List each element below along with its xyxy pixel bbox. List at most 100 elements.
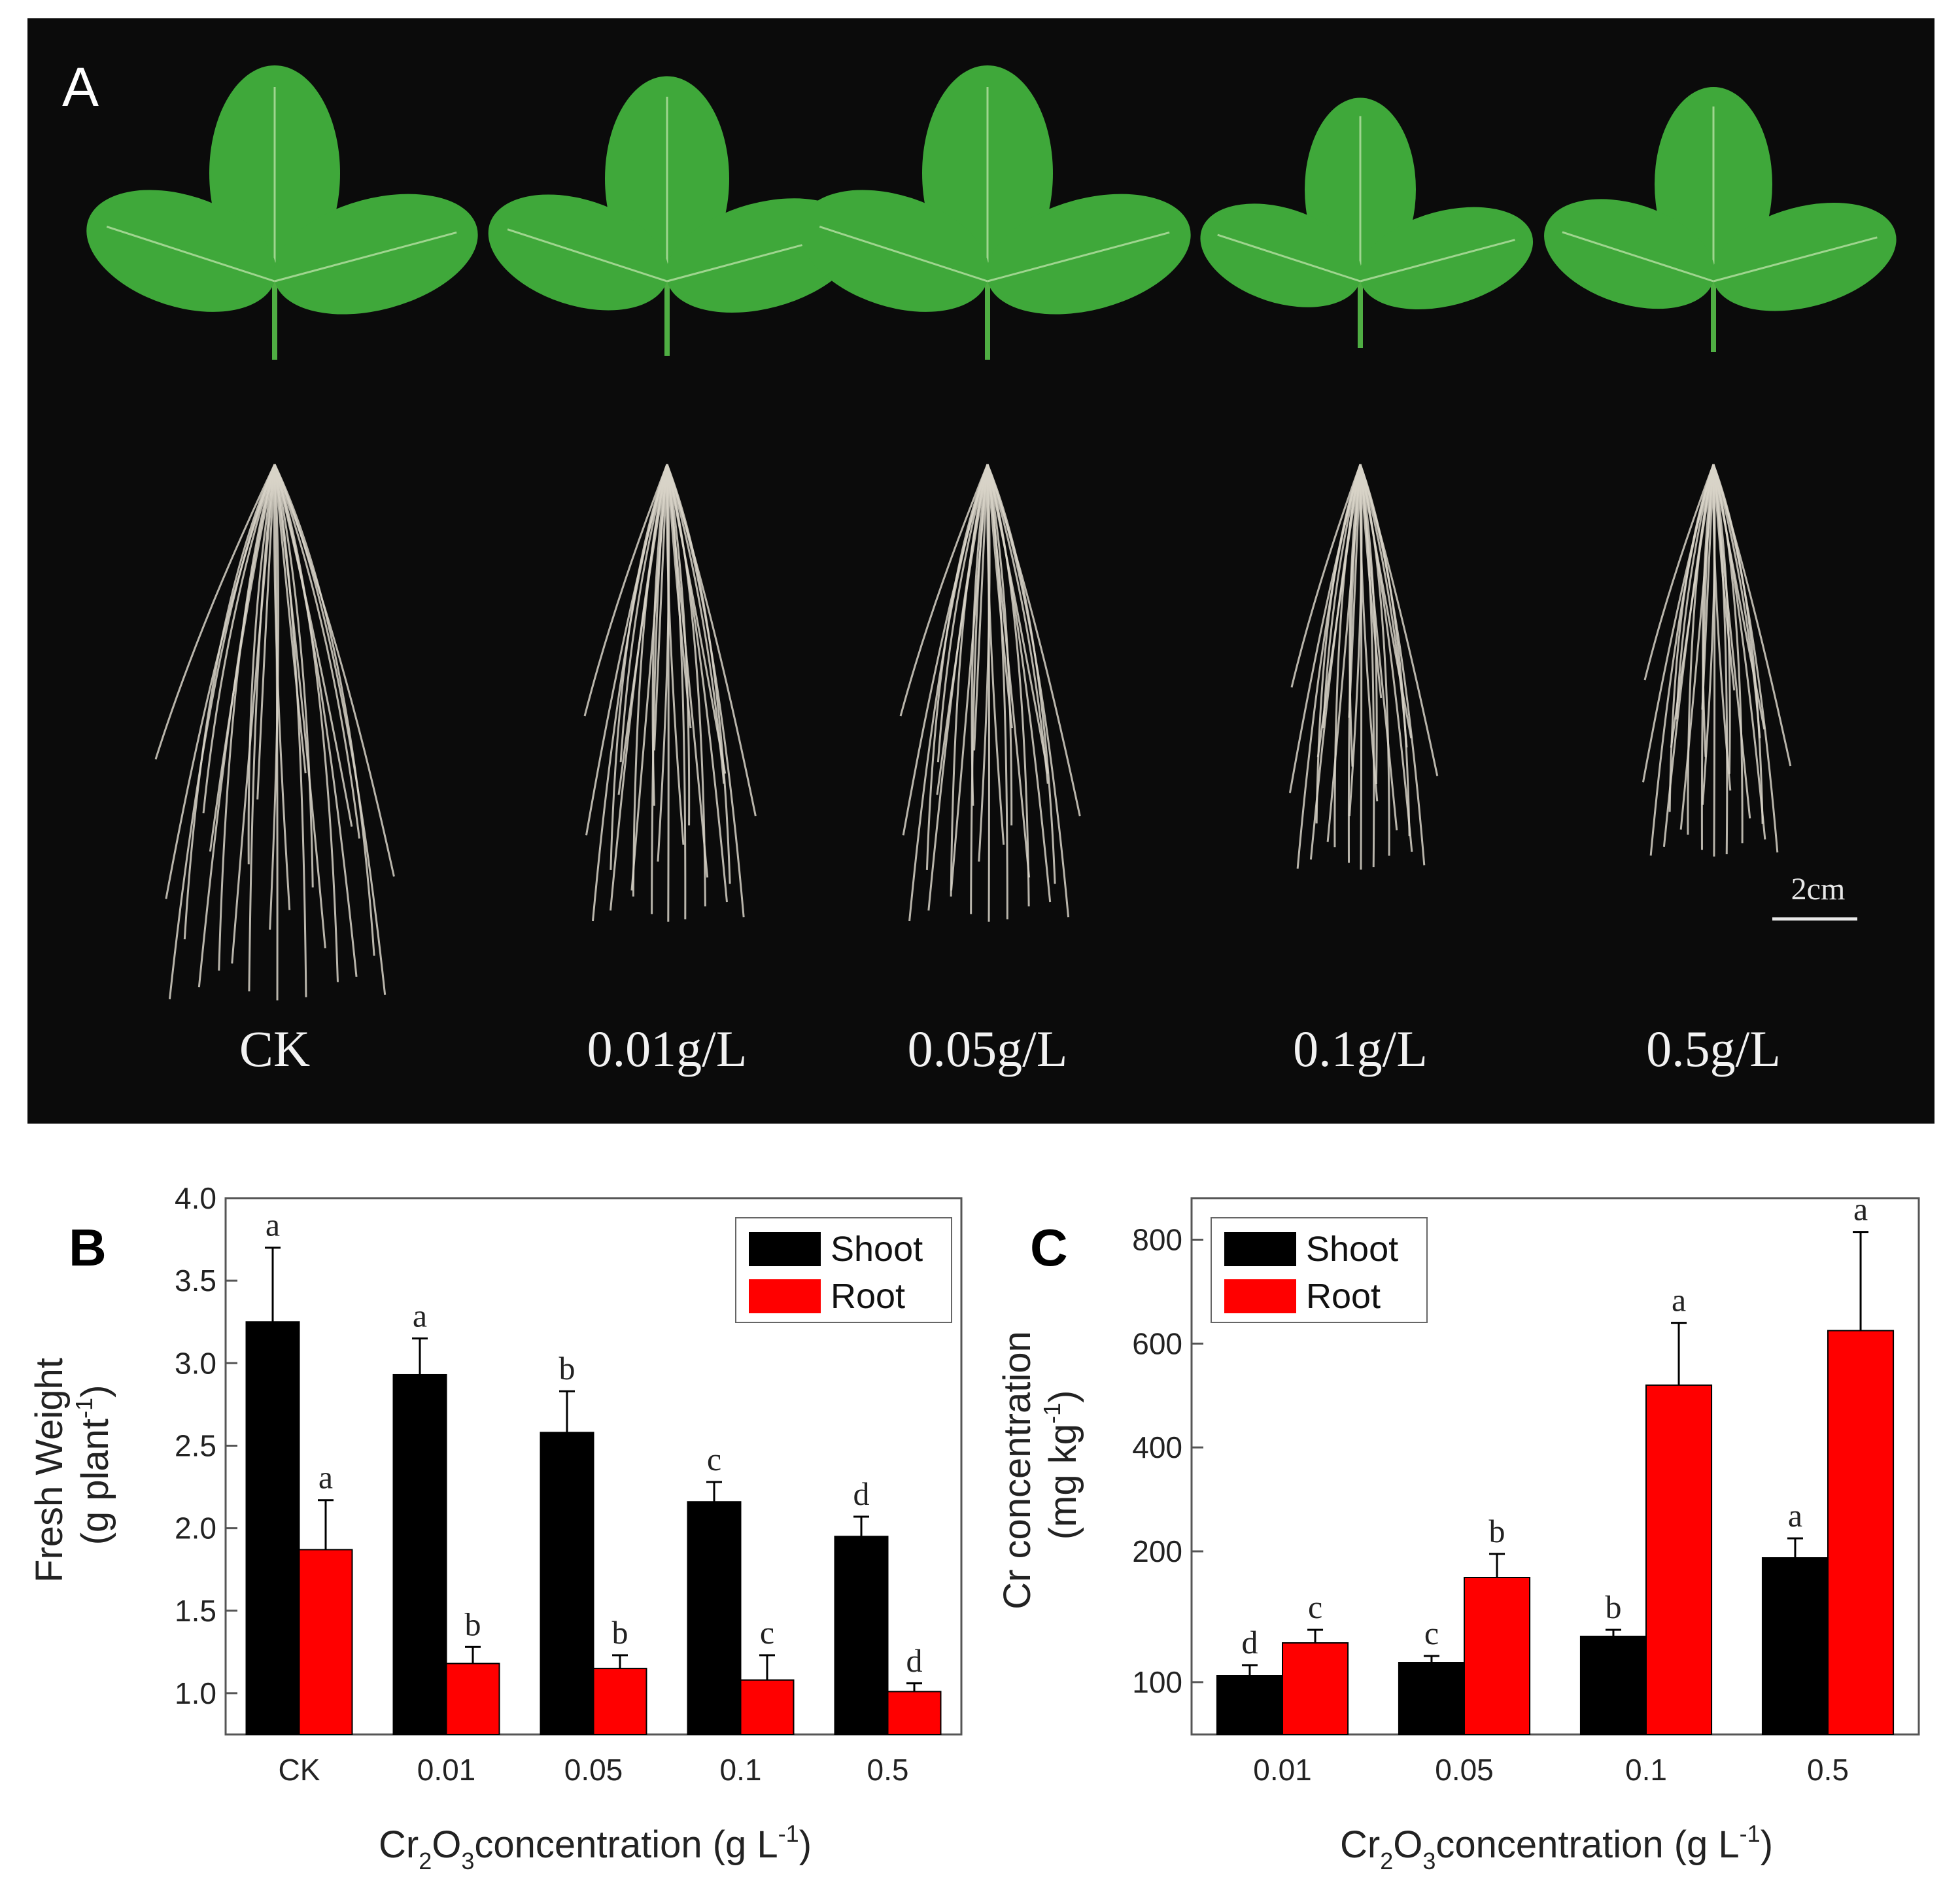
legend-c: Shoot Root bbox=[1211, 1217, 1428, 1323]
root-strand bbox=[986, 464, 1013, 826]
root-strand bbox=[937, 464, 989, 763]
y-tick-label: 800 bbox=[1132, 1223, 1182, 1257]
left-leaflet-midrib bbox=[819, 226, 988, 283]
bar-shoot bbox=[834, 1536, 889, 1735]
root-strand bbox=[666, 464, 687, 920]
y-axis-label-c: Cr concentration (mg kg-1) bbox=[996, 1320, 1084, 1610]
root-strand bbox=[902, 464, 989, 836]
x-label-c-sub2: 3 bbox=[1422, 1848, 1436, 1874]
significance-letter: c bbox=[760, 1614, 774, 1651]
significance-letter: b bbox=[1605, 1589, 1621, 1625]
root-strand bbox=[256, 464, 276, 800]
root-strand bbox=[1701, 464, 1715, 710]
root-strand bbox=[1322, 464, 1362, 729]
significance-letter: b bbox=[612, 1614, 628, 1651]
y-tick-label: 600 bbox=[1132, 1326, 1182, 1360]
bar-root bbox=[1645, 1384, 1713, 1735]
bar-shoot bbox=[1216, 1675, 1284, 1735]
significance-letter: b bbox=[559, 1350, 576, 1387]
right-leaflet-midrib bbox=[1713, 236, 1878, 283]
treatment-label-5: 0.5g/L bbox=[1646, 1020, 1781, 1077]
legend-swatch-root bbox=[749, 1279, 821, 1313]
x-tick-label: 0.05 bbox=[1435, 1753, 1494, 1787]
x-label-b-cr: Cr bbox=[379, 1823, 419, 1866]
bar-root bbox=[593, 1668, 647, 1735]
bar-root bbox=[1827, 1330, 1895, 1735]
significance-letter: b bbox=[465, 1606, 481, 1642]
bar-shoot bbox=[245, 1321, 300, 1735]
bar-shoot bbox=[392, 1373, 447, 1735]
root-strand bbox=[666, 464, 691, 826]
root-strand bbox=[1359, 464, 1411, 836]
root-strand bbox=[1348, 464, 1363, 817]
significance-letter: a bbox=[1672, 1282, 1686, 1319]
root-strand bbox=[986, 464, 1049, 784]
significance-letter: d bbox=[906, 1642, 923, 1679]
x-tick-label: 0.1 bbox=[1625, 1753, 1667, 1787]
root-system bbox=[583, 464, 757, 922]
y-axis-label-b-line2: (g plant-1) bbox=[71, 1385, 116, 1545]
x-tick-label: 0.05 bbox=[564, 1753, 623, 1787]
root-strand bbox=[936, 464, 989, 795]
y-label-c-main: (mg kg bbox=[1042, 1424, 1084, 1540]
root-strand bbox=[1642, 464, 1715, 783]
significance-letter: a bbox=[1853, 1191, 1868, 1228]
treatment-label-4: 0.1g/L bbox=[1293, 1020, 1428, 1077]
root-system bbox=[1642, 464, 1792, 857]
significance-letter: a bbox=[266, 1207, 280, 1243]
y-tick-label: 100 bbox=[1132, 1665, 1182, 1699]
root-strand bbox=[273, 464, 387, 995]
panel-b-chart: B 1.0 1.5 2.0 2.5 3.0 3.5 4.0 CK 0.01 0.05 0.1 0.5… bbox=[28, 1181, 963, 1874]
root-strand bbox=[1359, 464, 1378, 785]
bar-shoot bbox=[1761, 1557, 1829, 1735]
y-axis-label-b-line1: Fresh Weight bbox=[28, 1358, 71, 1583]
right-leaflet-midrib bbox=[987, 232, 1170, 283]
root-strand bbox=[183, 464, 276, 940]
significance-letter: a bbox=[1788, 1497, 1802, 1534]
x-axis-ticks-b: CK 0.01 0.05 0.1 0.5 bbox=[279, 1723, 909, 1787]
root-strand bbox=[1359, 464, 1375, 867]
root-strand bbox=[273, 464, 360, 839]
x-tick-label: 0.5 bbox=[1807, 1753, 1849, 1787]
x-label-b-close: ) bbox=[799, 1823, 812, 1866]
significance-letter: d bbox=[853, 1475, 870, 1512]
root-strand bbox=[617, 464, 668, 795]
root-strand bbox=[1316, 464, 1362, 757]
y-tick-label: 4.0 bbox=[175, 1181, 216, 1215]
bar-root bbox=[887, 1691, 942, 1735]
bar-root bbox=[740, 1679, 795, 1736]
root-strand bbox=[273, 464, 279, 1001]
root-strand bbox=[899, 464, 989, 717]
left-leaflet-midrib bbox=[1217, 233, 1361, 283]
plant-5 bbox=[1544, 87, 1897, 857]
y-label-b-sup: -1 bbox=[71, 1398, 97, 1419]
left-leaflet-midrib bbox=[1562, 231, 1714, 283]
y-label-c-sup: -1 bbox=[1039, 1403, 1065, 1424]
root-system bbox=[1288, 464, 1439, 870]
root-strand bbox=[247, 464, 276, 865]
root-strand bbox=[666, 464, 706, 906]
bar-root bbox=[1282, 1642, 1349, 1735]
y-label-b-close: ) bbox=[74, 1385, 116, 1398]
x-tick-label: 0.5 bbox=[867, 1753, 909, 1787]
bar-root bbox=[445, 1663, 500, 1736]
x-tick-label: 0.01 bbox=[417, 1753, 476, 1787]
significance-letter: a bbox=[318, 1459, 333, 1496]
x-label-b-text: concentration (g L bbox=[474, 1823, 778, 1866]
root-strand bbox=[1712, 464, 1731, 774]
panel-a-photo: A CK 0.01g/L 0.05g/L 0.1g/L 0.5g/L 2cm bbox=[27, 18, 1934, 1124]
root-strand bbox=[273, 464, 307, 774]
root-system bbox=[899, 464, 1081, 922]
x-tick-label: 0.01 bbox=[1253, 1753, 1312, 1787]
x-axis-label-b: Cr2O3concentration (g L-1) bbox=[379, 1820, 812, 1874]
panel-b-label: B bbox=[69, 1218, 107, 1277]
x-label-c-cr: Cr bbox=[1340, 1823, 1380, 1866]
root-strand bbox=[202, 464, 276, 814]
root-strand bbox=[1670, 464, 1715, 748]
legend-b: Shoot Root bbox=[735, 1217, 952, 1323]
bars-b: a a a b b b c c d d bbox=[245, 1207, 942, 1736]
root-strand bbox=[630, 464, 668, 891]
y-axis-ticks-b: 1.0 1.5 2.0 2.5 3.0 3.5 4.0 bbox=[175, 1181, 237, 1710]
root-strand bbox=[1712, 464, 1744, 844]
x-tick-label: CK bbox=[279, 1753, 320, 1787]
